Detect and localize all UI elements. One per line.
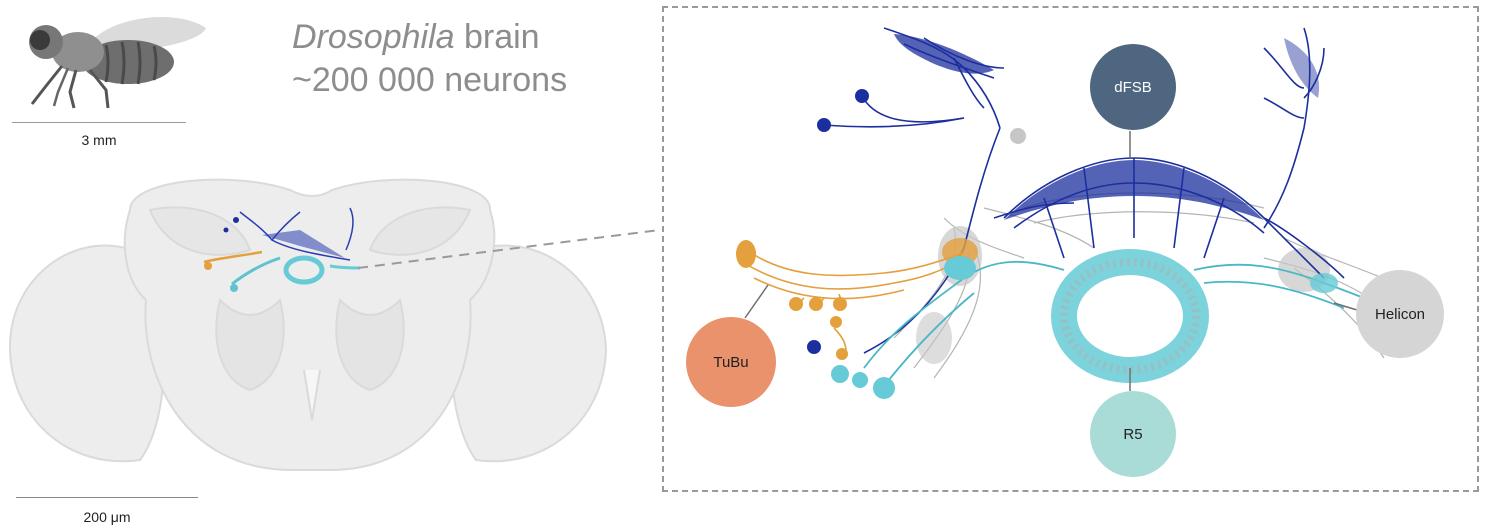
dfsb-label-text: dFSB (1114, 78, 1152, 96)
brain-scale-label: 200 μm (83, 509, 131, 525)
r5-label-text: R5 (1123, 425, 1143, 443)
title-species: Drosophila (292, 18, 455, 56)
fly-icon (29, 16, 206, 109)
dfsb-dendrite-fill (894, 34, 1320, 220)
tubu-neurons (743, 247, 965, 359)
dfsb-label-circle (1090, 44, 1176, 130)
r5-label: R5 (1090, 391, 1176, 477)
tubu-label-text: TuBu (713, 353, 749, 371)
fly-illustration (29, 16, 206, 109)
title-organ: brain (454, 18, 540, 56)
r5-label-circle (1090, 391, 1176, 477)
dfsb-neurons (823, 27, 1345, 354)
fly-scale-label: 3 mm (81, 132, 117, 148)
zoom-inset-box (662, 6, 1479, 492)
r5-cell-bodies (831, 256, 1338, 399)
dfsb-cell-bodies (807, 89, 869, 354)
helicon-label: Helicon (1356, 270, 1444, 358)
tubu-label-circle (686, 317, 776, 407)
helicon-label-circle (1356, 270, 1444, 358)
dfsb-label: dFSB (1090, 44, 1176, 130)
brain-scale-bar (16, 497, 198, 498)
r5-ring (1051, 249, 1209, 383)
whole-brain-diagram (8, 178, 660, 471)
figure-title: Drosophila brain ~200 000 neurons (292, 16, 567, 102)
fly-scale-bar (12, 122, 186, 123)
brain-neuron-overlay (203, 207, 361, 292)
tubu-label: TuBu (686, 317, 776, 407)
neuron-zoom-diagram (736, 27, 1405, 399)
helicon-label-text: Helicon (1374, 305, 1426, 323)
title-neuron-count: ~200 000 neurons (292, 61, 568, 99)
brain-outline (8, 178, 608, 471)
label-leader-lines (744, 131, 1358, 391)
